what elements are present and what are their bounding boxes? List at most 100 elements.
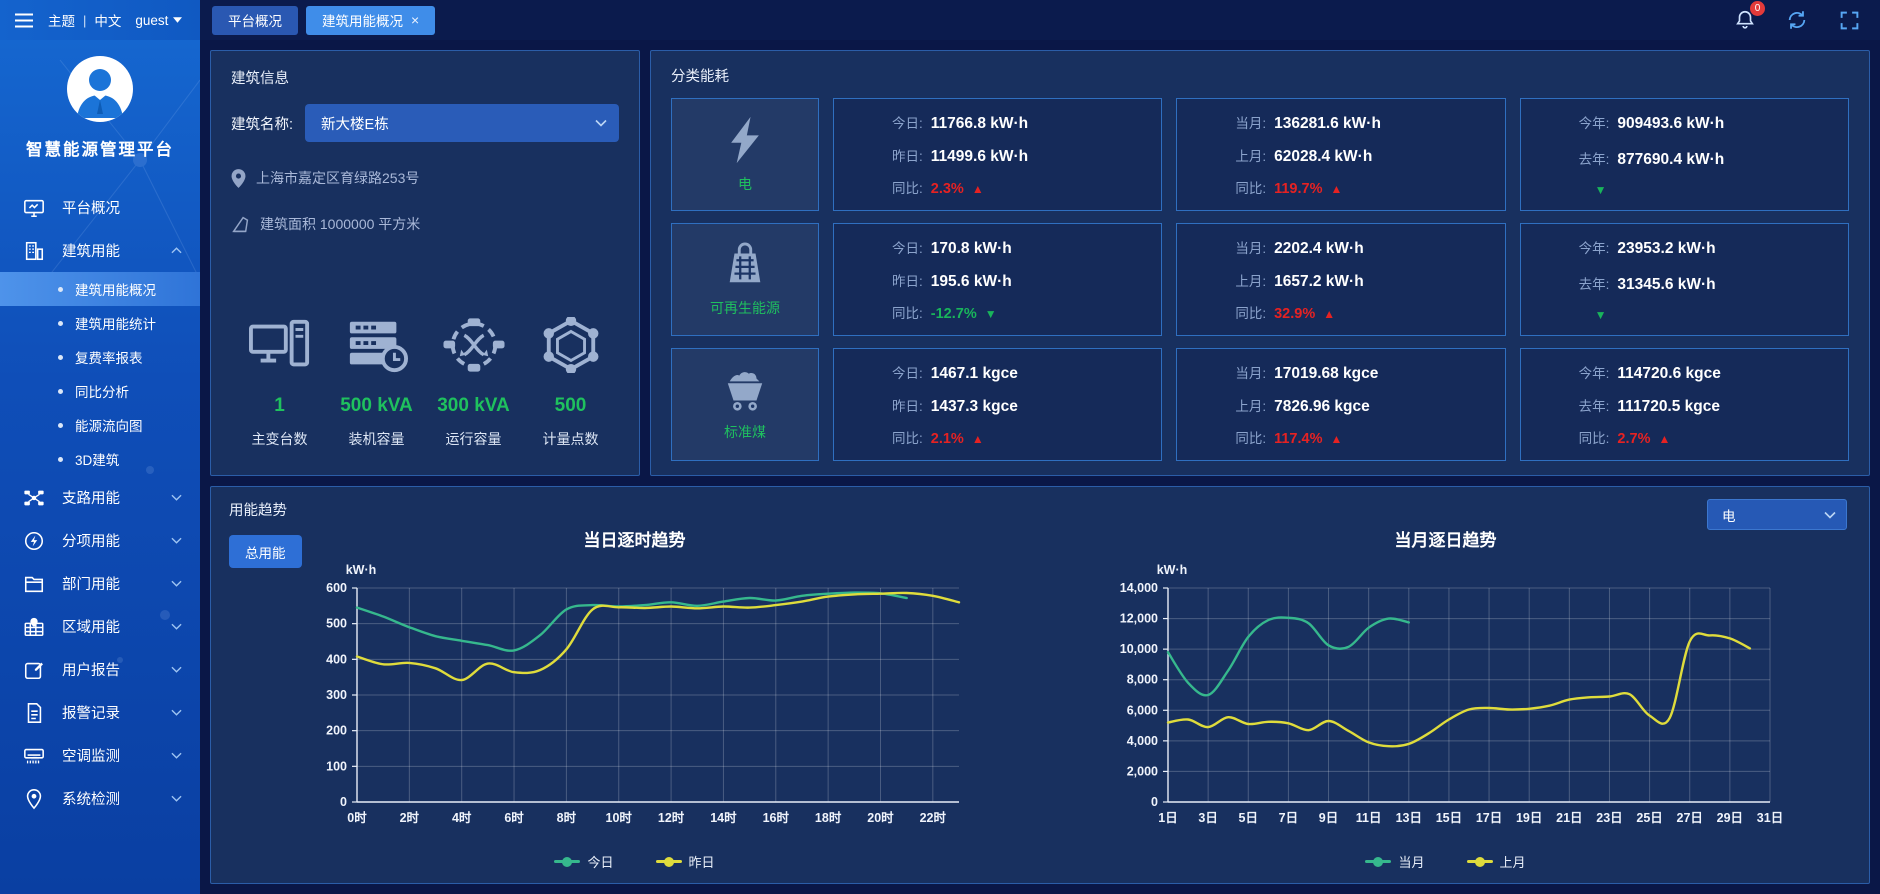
- monitor-icon: [22, 197, 46, 219]
- metric-value: 2202.4 kW·h: [1274, 240, 1364, 257]
- sidebar-item-label: 平台概况: [62, 201, 120, 217]
- area-ruler-icon: [232, 216, 249, 232]
- tab-platform-overview[interactable]: 平台概况: [212, 5, 298, 35]
- sidebar-item-branch-energy[interactable]: 支路用能: [0, 476, 200, 519]
- tab-building-energy-overview[interactable]: 建筑用能概况 ×: [306, 5, 436, 35]
- svg-text:12,000: 12,000: [1119, 611, 1157, 625]
- metric-value: 11499.6 kW·h: [930, 147, 1029, 165]
- metric-value: 111720.5 kgce: [1617, 397, 1720, 415]
- sidebar-item-tariff-report[interactable]: 复费率报表: [0, 340, 200, 374]
- trend-arrow-icon: ▼: [1594, 183, 1607, 197]
- svg-text:100: 100: [326, 759, 347, 773]
- trend-arrow-icon: ▼: [984, 307, 997, 321]
- user-name: guest: [135, 12, 169, 28]
- monthly-trend-chart[interactable]: 0 2,000 4,000 6,000 8,000 10,000 12,000 14,000 k…: [1096, 551, 1796, 852]
- sidebar-item-subentry-energy[interactable]: 分项用能: [0, 519, 200, 562]
- building-area: 建筑面积 1000000 平方米: [260, 216, 421, 232]
- svg-text:21日: 21日: [1556, 811, 1582, 825]
- sidebar-item-department-energy[interactable]: 部门用能: [0, 562, 200, 605]
- energy-type-select[interactable]: 电: [1707, 499, 1847, 530]
- sidebar-item-user-report[interactable]: 用户报告: [0, 648, 200, 691]
- sidebar-item-hvac-monitor[interactable]: 空调监测: [0, 734, 200, 777]
- trend-arrow-icon: ▲: [971, 182, 984, 196]
- sidebar-item-building-energy-overview[interactable]: 建筑用能概况: [0, 272, 200, 306]
- notification-bell-icon[interactable]: 0: [1732, 1, 1765, 33]
- legend-item[interactable]: 上月: [1466, 852, 1526, 871]
- stat-installed-capacity: 500 kVA 装机容量: [328, 313, 425, 449]
- category-energy-grid: 电 今日: 11766.8 kW·h 昨日: 11499.6 kW·h 同比: 2.3…: [671, 98, 1849, 461]
- language-switch[interactable]: 中文: [94, 14, 122, 29]
- building-info-panel: 建筑信息 建筑名称: 新大楼E栋 上海市嘉定区育绿路253号: [210, 50, 640, 476]
- metric-label: 去年:: [1578, 276, 1610, 292]
- sidebar-item-3d-building[interactable]: 3D建筑: [0, 442, 200, 476]
- menu-toggle-icon[interactable]: [14, 13, 34, 28]
- building-name-select[interactable]: 新大楼E栋: [305, 104, 619, 142]
- sidebar-item-building-energy-stats[interactable]: 建筑用能统计: [0, 306, 200, 340]
- yoy-label: 同比:: [1235, 306, 1267, 321]
- avatar[interactable]: [67, 56, 133, 122]
- svg-text:2时: 2时: [399, 810, 419, 825]
- svg-text:20时: 20时: [867, 810, 894, 825]
- svg-text:0时: 0时: [347, 810, 367, 825]
- yoy-value: 119.7%: [1274, 181, 1323, 197]
- metric-value: 170.8 kW·h: [930, 240, 1012, 257]
- sidebar-item-energy-flow[interactable]: 能源流向图: [0, 408, 200, 442]
- legend-item[interactable]: 今日: [554, 852, 614, 871]
- chart-legend[interactable]: 今日 昨日: [554, 852, 715, 875]
- chevron-down-icon: [171, 580, 182, 587]
- metering-points-icon: [522, 313, 619, 377]
- legend-marker-icon: [1466, 860, 1493, 863]
- svg-text:5日: 5日: [1238, 811, 1257, 825]
- renewable-year-card: 今年: 23953.2 kW·h 去年: 31345.6 kW·h ▼: [1519, 223, 1849, 336]
- sidebar-item-platform-overview[interactable]: 平台概况: [0, 186, 200, 229]
- total-energy-button[interactable]: 总用能: [229, 535, 302, 568]
- energy-trend-panel: 用能趋势 电 总用能 当日逐时趋势 0 100 200 300 400 500 600 kW·…: [210, 486, 1870, 884]
- chevron-down-icon: [171, 752, 182, 759]
- sidebar-item-yoy-analysis[interactable]: 同比分析: [0, 374, 200, 408]
- topbar-divider: |: [83, 12, 87, 28]
- svg-text:8,000: 8,000: [1126, 672, 1157, 686]
- svg-text:4,000: 4,000: [1126, 733, 1157, 747]
- sidebar-item-label: 报警记录: [62, 706, 120, 722]
- svg-text:600: 600: [326, 581, 347, 595]
- refresh-icon[interactable]: [1784, 7, 1810, 33]
- chevron-down-icon: [171, 537, 182, 544]
- metric-value: 23953.2 kW·h: [1617, 240, 1716, 257]
- bullet-icon: [58, 388, 63, 394]
- sidebar-item-alarm-records[interactable]: 报警记录: [0, 691, 200, 734]
- theme-switch[interactable]: 主题: [48, 14, 75, 29]
- edit-report-icon: [22, 659, 46, 681]
- panel-title: 用能趋势: [229, 503, 287, 519]
- metric-label: 今年:: [1578, 366, 1610, 381]
- sidebar-item-label: 区域用能: [62, 620, 120, 636]
- sidebar-item-building-energy[interactable]: 建筑用能: [0, 229, 200, 272]
- metric-label: 去年:: [1578, 398, 1610, 414]
- sidebar: 智慧能源管理平台 平台概况 建筑用能: [0, 40, 200, 894]
- metric-value: 1437.3 kgce: [930, 397, 1018, 415]
- sidebar-item-system-check[interactable]: 系统检测: [0, 777, 200, 820]
- svg-text:4时: 4时: [451, 810, 471, 825]
- notification-badge: 0: [1750, 1, 1765, 16]
- fullscreen-icon[interactable]: [1836, 7, 1862, 33]
- sidebar-item-region-energy[interactable]: 区域用能: [0, 605, 200, 648]
- daily-trend-chart[interactable]: 0 100 200 300 400 500 600 kW·h 0时 2时 4时 6时 8时 10时 12时 1…: [285, 551, 985, 852]
- chart-legend[interactable]: 当月 上月: [1365, 852, 1526, 875]
- legend-item[interactable]: 当月: [1365, 852, 1425, 871]
- location-pin-icon: [231, 168, 246, 188]
- building-address: 上海市嘉定区育绿路253号: [256, 170, 420, 186]
- user-menu[interactable]: guest: [135, 12, 183, 28]
- legend-item[interactable]: 昨日: [655, 852, 715, 871]
- tab-bar: 平台概况 建筑用能概况 × 0: [200, 0, 1880, 40]
- close-icon[interactable]: ×: [411, 12, 420, 28]
- building-icon: [22, 240, 46, 262]
- metric-label: 今年:: [1578, 241, 1610, 256]
- sidebar-item-label: 复费率报表: [75, 351, 143, 366]
- metric-label: 昨日:: [892, 273, 923, 289]
- metric-label: 今日:: [892, 366, 923, 381]
- transformer-icon: [231, 313, 328, 377]
- svg-text:11日: 11日: [1355, 811, 1381, 825]
- electric-icon: [726, 116, 764, 164]
- bullet-icon: [58, 422, 63, 428]
- metric-value: 909493.6 kW·h: [1617, 115, 1725, 132]
